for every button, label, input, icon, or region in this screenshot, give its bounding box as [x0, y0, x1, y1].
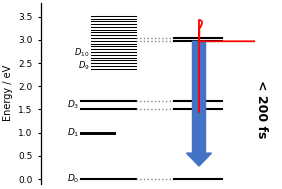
- Text: $D_9$: $D_9$: [78, 60, 90, 72]
- Text: $D_{10}$: $D_{10}$: [74, 47, 90, 59]
- Text: $D_1$: $D_1$: [67, 126, 80, 139]
- Text: $D_3$: $D_3$: [67, 99, 80, 111]
- FancyArrow shape: [186, 41, 212, 166]
- Y-axis label: Energy / eV: Energy / eV: [3, 65, 13, 121]
- Text: < 200 fs: < 200 fs: [255, 80, 268, 139]
- Text: $D_0$: $D_0$: [67, 173, 80, 185]
